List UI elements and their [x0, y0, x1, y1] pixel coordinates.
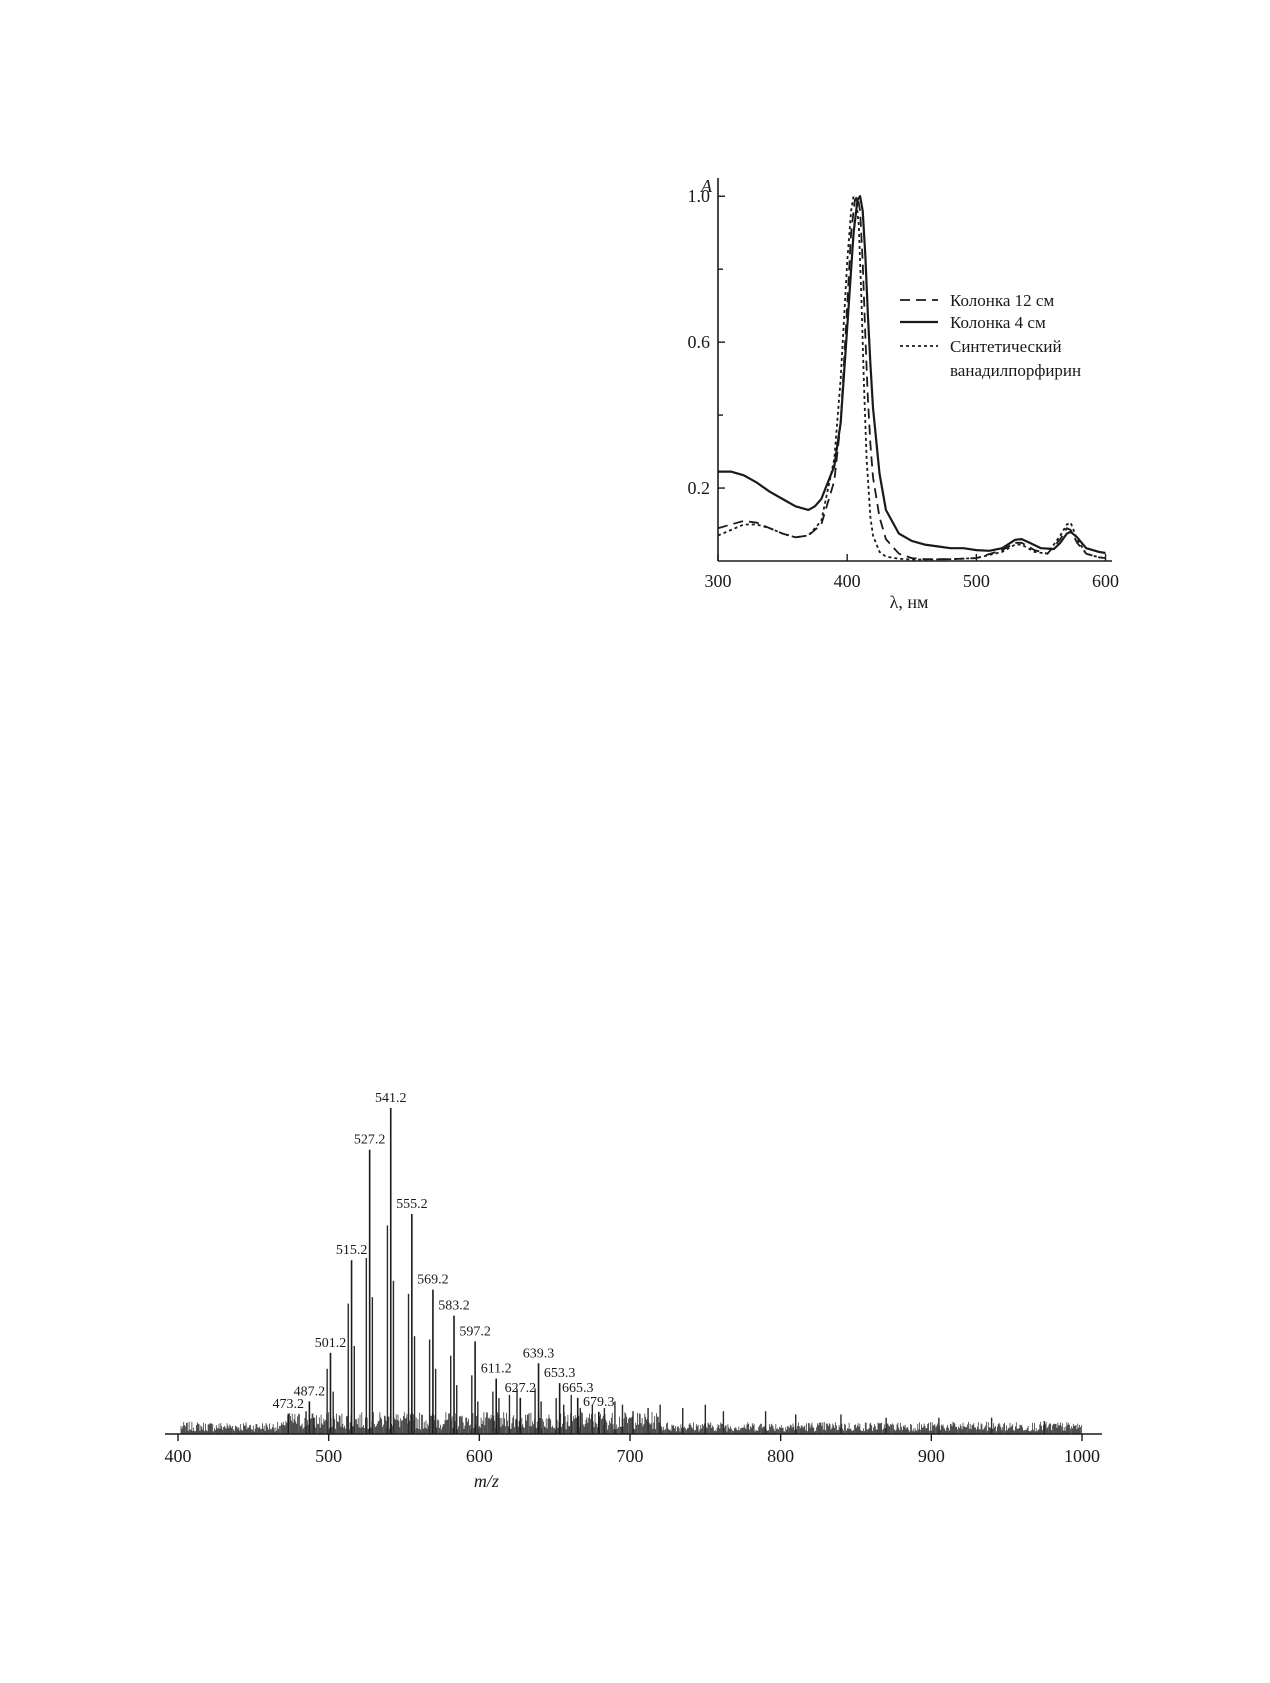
ms-x-axis-label: m/z: [474, 1471, 499, 1491]
uv-x-tick-label: 500: [963, 571, 990, 591]
ms-peak-label: 501.2: [315, 1336, 347, 1351]
ms-x-tick-label: 1000: [1064, 1446, 1100, 1466]
ms-peak-label: 569.2: [417, 1273, 449, 1288]
ms-peak-label: 473.2: [273, 1397, 305, 1412]
ms-x-tick-label: 500: [315, 1446, 342, 1466]
ms-peak-label: 555.2: [396, 1197, 428, 1212]
uv-x-axis-label: λ, нм: [890, 592, 929, 612]
ms-x-tick-label: 900: [918, 1446, 945, 1466]
ms-peak-label: 583.2: [438, 1299, 470, 1314]
uv-series-line-3: [717, 195, 1106, 561]
ms-peak-label: 541.2: [375, 1091, 407, 1106]
ms-peak-label: 679.3: [583, 1395, 615, 1410]
ms-peak-label: 627.2: [505, 1381, 537, 1396]
uv-x-tick-label: 400: [834, 571, 861, 591]
uv-series-line-1: [717, 195, 1106, 561]
ms-x-tick-label: 400: [165, 1446, 192, 1466]
ms-baseline-noise: [180, 1412, 1082, 1434]
uv-legend-label-3: Синтетический ванадилпорфирин: [950, 337, 1081, 380]
uv-y-axis-label: A: [700, 176, 713, 196]
uv-legend: Колонка 12 см Колонка 4 см Синтетический ва…: [900, 291, 1081, 380]
ms-peak-label: 639.3: [523, 1346, 555, 1361]
ms-peak-label: 611.2: [481, 1362, 512, 1377]
ms-x-tick-label: 800: [767, 1446, 794, 1466]
ms-x-tick-label: 600: [466, 1446, 493, 1466]
uv-series-group: [717, 195, 1106, 561]
ms-peak-label: 515.2: [336, 1243, 368, 1258]
uv-y-tick-label: 0.6: [688, 332, 711, 352]
ms-axes-group: 400 500 600 700 800 900 1000 m/z: [165, 1433, 1102, 1491]
uv-legend-label-2: Колонка 4 см: [950, 313, 1046, 332]
uv-legend-label-3-line-1: Синтетический: [950, 337, 1062, 356]
ms-peak-label: 487.2: [294, 1384, 326, 1399]
uv-axes-group: 300 400 500 600 0.2 0.6 1.0Aλ, нм: [688, 176, 1120, 612]
uv-x-tick-label: 300: [705, 571, 732, 591]
ms-peak-label: 653.3: [544, 1366, 576, 1381]
uv-legend-label-3-line-2: ванадилпорфирин: [950, 361, 1081, 380]
ms-x-tick-label: 700: [617, 1446, 644, 1466]
ms-peak-label: 665.3: [562, 1381, 594, 1396]
uv-x-tick-label: 600: [1092, 571, 1119, 591]
uv-vis-chart: 300 400 500 600 0.2 0.6 1.0Aλ, нм Колонка 12 с…: [688, 176, 1120, 612]
ms-noise-group: [180, 1412, 1082, 1434]
uv-legend-label-1: Колонка 12 см: [950, 291, 1054, 310]
ms-minor-peaks-group: [305, 1225, 1046, 1434]
ms-peak-label: 527.2: [354, 1133, 386, 1148]
uv-y-tick-label: 1.0: [688, 186, 711, 206]
uv-y-tick-label: 0.2: [688, 478, 711, 498]
ms-peak-label: 597.2: [459, 1324, 491, 1339]
